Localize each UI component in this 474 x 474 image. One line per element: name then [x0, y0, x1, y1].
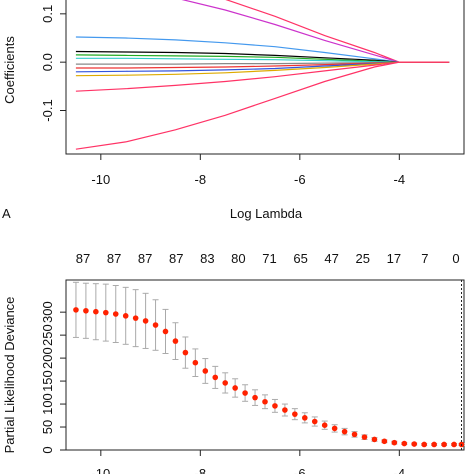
- panel-b-y-axis-label: Partial Likelihood Deviance: [2, 297, 17, 454]
- top-axis-label: 25: [356, 251, 370, 266]
- deviance-point: [282, 407, 288, 413]
- panel-b-error-bars: [72, 281, 465, 446]
- panel-a-series: [75, 0, 450, 150]
- top-axis-label: 47: [324, 251, 338, 266]
- panel-a-y-tick-label: -0.1: [40, 99, 55, 121]
- deviance-point: [93, 308, 99, 315]
- panel-a: -0.1 0.0 0.1 -10 -8 -6 -4 Coefficients A Log …: [2, 0, 465, 221]
- panel-a-y-tick-label: 0.0: [40, 53, 55, 71]
- panel-b-plot-frame: [65, 279, 465, 451]
- deviance-point: [103, 309, 109, 316]
- panel-b-y-tick-label: 50: [40, 420, 55, 434]
- top-axis-label: 0: [452, 251, 459, 266]
- deviance-point: [232, 385, 238, 391]
- deviance-point: [302, 415, 308, 421]
- deviance-point: [381, 438, 388, 445]
- deviance-point: [272, 403, 278, 409]
- panel-a-x-tick-label: -6: [294, 172, 306, 187]
- deviance-point: [371, 436, 378, 443]
- deviance-point: [142, 318, 149, 324]
- deviance-point: [202, 368, 209, 374]
- top-axis-label: 87: [169, 251, 183, 266]
- panel-b-x-ticks: -10 -8 -6 -4: [91, 450, 405, 474]
- panel-b: 87 87 87 87 83 80 71 65 47 25 17 7 0 0 50 100150200250…: [2, 251, 465, 474]
- top-axis-label: 7: [421, 251, 428, 266]
- panel-a-x-ticks: -10 -8 -6 -4: [91, 154, 405, 187]
- deviance-point: [182, 349, 189, 356]
- panel-b-y-tick-label: 300: [40, 301, 55, 323]
- panel-a-x-tick-label: -8: [195, 172, 207, 187]
- coefficient-path-12: [75, 61, 450, 150]
- deviance-point: [292, 411, 298, 417]
- panel-a-plot-frame: [65, 0, 465, 155]
- deviance-point: [311, 418, 318, 425]
- panel-a-y-ticks: -0.1 0.0 0.1: [40, 5, 66, 122]
- panel-a-y-tick-label: 0.1: [40, 5, 55, 23]
- panel-b-x-tick-label: -8: [195, 466, 207, 474]
- deviance-point: [401, 440, 408, 447]
- top-axis-label: 87: [107, 251, 121, 266]
- deviance-point: [212, 374, 219, 381]
- panel-b-x-tick-label: -4: [394, 466, 406, 474]
- deviance-point: [192, 359, 199, 366]
- panel-a-x-tick-label: -4: [394, 172, 406, 187]
- deviance-point: [122, 313, 129, 319]
- deviance-point: [262, 398, 268, 405]
- top-axis-label: 65: [293, 251, 307, 266]
- deviance-point: [441, 441, 447, 448]
- panel-a-x-tick-label: -10: [91, 172, 110, 187]
- top-axis-label: 87: [138, 251, 152, 266]
- deviance-point: [83, 307, 89, 314]
- coefficient-path-11: [75, 61, 450, 92]
- deviance-point: [421, 441, 428, 448]
- panel-b-points: [73, 307, 465, 448]
- deviance-point: [112, 311, 119, 317]
- top-axis-label: 71: [262, 251, 276, 266]
- coefficient-path-2: [181, 0, 450, 63]
- top-axis-label: 87: [76, 251, 90, 266]
- panel-b-y-tick-label: 100: [40, 393, 55, 415]
- deviance-point: [341, 428, 348, 435]
- panel-b-x-tick-label: -10: [91, 466, 110, 474]
- deviance-point: [252, 394, 258, 401]
- deviance-point: [132, 315, 139, 321]
- deviance-point: [172, 338, 179, 344]
- deviance-point: [451, 441, 457, 448]
- panel-b-y-tick-label: 0: [40, 446, 55, 453]
- deviance-point: [222, 380, 228, 386]
- coefficient-path-1: [225, 0, 450, 63]
- deviance-point: [361, 434, 368, 440]
- panel-b-y-tick-label: 250: [40, 324, 55, 346]
- deviance-point: [391, 439, 398, 446]
- deviance-point: [331, 425, 338, 432]
- deviance-point: [242, 390, 248, 396]
- deviance-point: [431, 441, 437, 448]
- panel-b-x-tick-label: -6: [294, 466, 306, 474]
- deviance-point: [73, 307, 79, 313]
- top-axis-label: 17: [387, 251, 401, 266]
- deviance-point: [162, 328, 169, 335]
- deviance-point: [411, 441, 418, 447]
- deviance-point: [351, 431, 358, 438]
- deviance-point: [321, 422, 328, 428]
- panel-b-y-tick-label: 150: [40, 370, 55, 392]
- panel-a-y-axis-label: Coefficients: [2, 36, 17, 104]
- top-axis-label: 80: [231, 251, 245, 266]
- panel-b-y-tick-label: 200: [40, 347, 55, 369]
- panel-a-x-axis-label: Log Lambda: [230, 206, 303, 221]
- panel-b-top-axis-labels: 87 87 87 87 83 80 71 65 47 25 17 7 0: [76, 251, 460, 266]
- top-axis-label: 83: [200, 251, 214, 266]
- deviance-point: [152, 322, 159, 328]
- panel-a-label: A: [2, 206, 11, 221]
